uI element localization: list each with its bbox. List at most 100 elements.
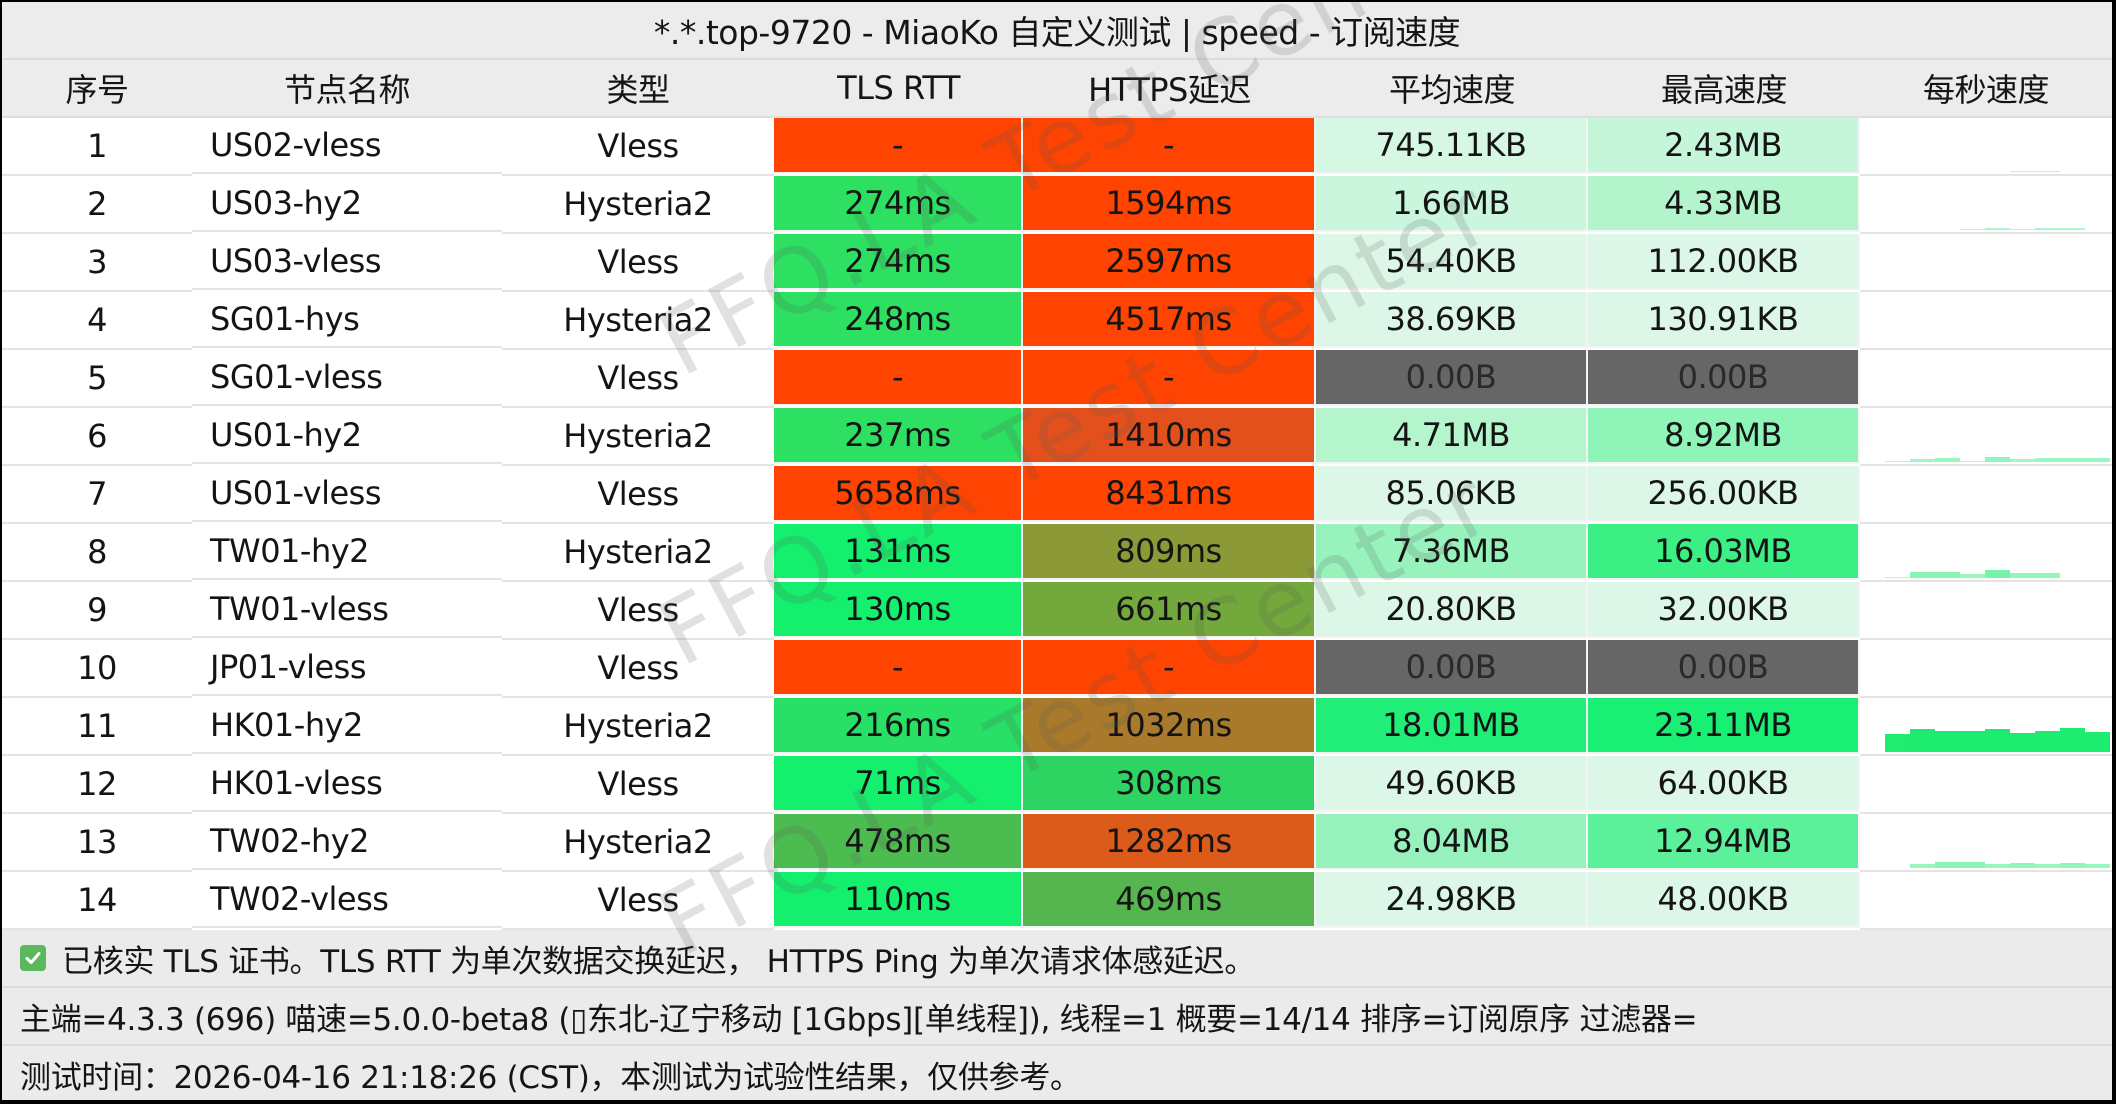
column-header-index[interactable]: 序号 — [65, 71, 129, 109]
per-second-speed-sparkline — [1860, 350, 2112, 408]
max-speed-value: 0.00B — [1588, 640, 1860, 696]
node-type: Vless — [502, 466, 774, 524]
table-row[interactable]: 10 JP01-vless Vless - -0.00B 0.00B — [2, 640, 2112, 698]
table-row[interactable]: 8 TW01-hy2 Hysteria2 131ms 809ms 7.36MB 16.03M… — [2, 524, 2112, 582]
tls-rtt-value: 274ms — [774, 176, 1023, 232]
sparkline-bar — [1960, 862, 1985, 868]
sparkline-bar — [2010, 171, 2035, 172]
column-header-tls-rtt[interactable]: TLS RTT — [837, 69, 960, 107]
node-type: Hysteria2 — [502, 408, 774, 466]
sparkline-chart — [1860, 872, 2112, 926]
https-latency-value: 2597ms — [1023, 234, 1316, 290]
avg-speed-value: 54.40KB — [1316, 234, 1588, 290]
node-name: TW01-vless — [192, 582, 502, 638]
row-index: 8 — [2, 524, 192, 582]
node-name: TW01-hy2 — [192, 524, 502, 580]
sparkline-chart — [1860, 698, 2112, 752]
avg-speed-value: 0.00B — [1316, 640, 1588, 696]
row-index: 5 — [2, 350, 192, 408]
test-info-line: 主端=4.3.3 (696) 喵速=5.0.0-beta8 (▯东北-辽宁移动 … — [2, 988, 2112, 1046]
node-type: Vless — [502, 118, 774, 176]
column-header-name[interactable]: 节点名称 — [283, 71, 411, 109]
table-row[interactable]: 4 SG01-hys Hysteria2 248ms 4517ms 38.69KB 130.… — [2, 292, 2112, 350]
max-speed-value: 8.92MB — [1588, 408, 1860, 464]
https-latency-value: 1594ms — [1023, 176, 1316, 232]
sparkline-chart — [1860, 118, 2112, 172]
avg-speed-value: 49.60KB — [1316, 756, 1588, 812]
sparkline-chart — [1860, 640, 2112, 694]
tls-rtt-value: 274ms — [774, 234, 1023, 290]
per-second-speed-sparkline — [1860, 292, 2112, 350]
checkbox-checked-icon — [20, 945, 46, 971]
table-row[interactable]: 14 TW02-vless Vless 110ms 469ms 24.98KB 48.00K… — [2, 872, 2112, 930]
sparkline-bar — [2035, 731, 2060, 752]
sparkline-chart — [1860, 756, 2112, 810]
sparkline-bar — [1935, 572, 1960, 578]
row-index: 2 — [2, 176, 192, 234]
avg-speed-value: 18.01MB — [1316, 698, 1588, 754]
table-row[interactable]: 2 US03-hy2 Hysteria2 274ms 1594ms 1.66MB 4.33M… — [2, 176, 2112, 234]
sparkline-bar — [2060, 228, 2085, 230]
node-name: US01-hy2 — [192, 408, 502, 464]
https-latency-value: 8431ms — [1023, 466, 1316, 522]
table-row[interactable]: 7 US01-vless Vless 5658ms 8431ms 85.06KB 256.0… — [2, 466, 2112, 524]
max-speed-value: 112.00KB — [1588, 234, 1860, 290]
tls-rtt-value: 130ms — [774, 582, 1023, 638]
column-header-per-second-speed[interactable]: 每秒速度 — [1922, 71, 2050, 109]
table-row[interactable]: 6 US01-hy2 Hysteria2 237ms 1410ms 4.71MB 8.92M… — [2, 408, 2112, 466]
sparkline-bar — [2060, 863, 2085, 868]
node-type: Hysteria2 — [502, 176, 774, 234]
column-header-avg-speed[interactable]: 平均速度 — [1388, 71, 1516, 109]
row-index: 12 — [2, 756, 192, 814]
sparkline-bar — [2085, 458, 2110, 462]
per-second-speed-sparkline — [1860, 176, 2112, 234]
max-speed-value: 64.00KB — [1588, 756, 1860, 812]
max-speed-value: 48.00KB — [1588, 872, 1860, 928]
max-speed-value: 130.91KB — [1588, 292, 1860, 348]
per-second-speed-sparkline — [1860, 756, 2112, 814]
table-row[interactable]: 1 US02-vless Vless - -745.11KB 2.43MB — [2, 118, 2112, 176]
column-header-max-speed[interactable]: 最高速度 — [1660, 71, 1788, 109]
sparkline-bar — [1960, 461, 1985, 462]
sparkline-bar — [1910, 864, 1935, 868]
table-row[interactable]: 11 HK01-hy2 Hysteria2 216ms 1032ms 18.01MB 23.… — [2, 698, 2112, 756]
tls-rtt-value: 5658ms — [774, 466, 1023, 522]
tls-rtt-value: 478ms — [774, 814, 1023, 870]
table-row[interactable]: 12 HK01-vless Vless 71ms 308ms 49.60KB 64.00KB — [2, 756, 2112, 814]
per-second-speed-sparkline — [1860, 118, 2112, 176]
column-header-https-latency[interactable]: HTTPS延迟 — [1088, 71, 1251, 109]
sparkline-bar — [2035, 864, 2060, 868]
node-type: Vless — [502, 350, 774, 408]
node-name: US01-vless — [192, 466, 502, 522]
sparkline-bar — [2035, 228, 2060, 230]
sparkline-bar — [2010, 863, 2035, 868]
sparkline-bar — [2010, 459, 2035, 462]
https-latency-value: 661ms — [1023, 582, 1316, 638]
sparkline-bar — [1985, 228, 2010, 230]
sparkline-bar — [2035, 573, 2060, 578]
max-speed-value: 32.00KB — [1588, 582, 1860, 638]
https-latency-value: - — [1023, 640, 1316, 696]
column-header-type[interactable]: 类型 — [606, 71, 670, 109]
max-speed-value: 0.00B — [1588, 350, 1860, 406]
sparkline-bar — [2085, 864, 2110, 868]
table-row[interactable]: 5 SG01-vless Vless - -0.00B 0.00B — [2, 350, 2112, 408]
row-index: 13 — [2, 814, 192, 872]
avg-speed-value: 20.80KB — [1316, 582, 1588, 638]
row-index: 14 — [2, 872, 192, 930]
table-row[interactable]: 3 US03-vless Vless 274ms 2597ms 54.40KB 112.00… — [2, 234, 2112, 292]
table-row[interactable]: 9 TW01-vless Vless 130ms 661ms 20.80KB 32.00KB — [2, 582, 2112, 640]
https-latency-value: 1282ms — [1023, 814, 1316, 870]
tls-rtt-value: 216ms — [774, 698, 1023, 754]
per-second-speed-sparkline — [1860, 872, 2112, 930]
sparkline-bar — [1935, 731, 1960, 752]
per-second-speed-sparkline — [1860, 640, 2112, 698]
table-row[interactable]: 13 TW02-hy2 Hysteria2 478ms 1282ms 8.04MB 12.9… — [2, 814, 2112, 872]
tls-rtt-value: 248ms — [774, 292, 1023, 348]
window-title: *.*.top-9720 - MiaoKo 自定义测试 | speed - 订阅… — [2, 2, 2112, 60]
node-name: HK01-hy2 — [192, 698, 502, 754]
sparkline-bar — [1960, 229, 1985, 230]
max-speed-value: 256.00KB — [1588, 466, 1860, 522]
node-name: TW02-hy2 — [192, 814, 502, 870]
avg-speed-value: 1.66MB — [1316, 176, 1588, 232]
